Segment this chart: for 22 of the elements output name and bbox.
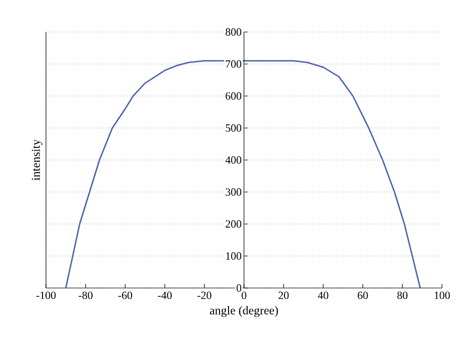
y-tick-label: 400 bbox=[225, 156, 242, 164]
x-tick-label: 0 bbox=[242, 292, 246, 300]
x-tick-label: -40 bbox=[158, 292, 172, 300]
y-axis-title: intensity bbox=[32, 139, 42, 180]
y-tick-label: 200 bbox=[226, 220, 242, 228]
y-tick-label: 700 bbox=[226, 60, 242, 68]
x-tick-label: 40 bbox=[318, 292, 328, 300]
x-tick-label: 80 bbox=[397, 292, 408, 300]
x-tick-label: -100 bbox=[36, 292, 56, 300]
x-tick-label: -80 bbox=[78, 292, 93, 300]
y-tick-label: 800 bbox=[226, 28, 242, 36]
y-tick-label: 0 bbox=[236, 284, 242, 292]
x-tick-label: -20 bbox=[197, 292, 212, 300]
x-tick-label: 100 bbox=[434, 292, 450, 300]
y-tick-label: 500 bbox=[226, 124, 242, 132]
y-tick-label: 100 bbox=[226, 252, 242, 260]
x-tick-label: 60 bbox=[358, 292, 368, 300]
x-tick-label: 20 bbox=[278, 292, 289, 300]
y-tick-label: 300 bbox=[226, 188, 242, 196]
x-tick-label: -60 bbox=[118, 292, 132, 300]
y-tick-label: 600 bbox=[226, 92, 242, 100]
x-axis-title: angle (degree) bbox=[210, 306, 278, 317]
